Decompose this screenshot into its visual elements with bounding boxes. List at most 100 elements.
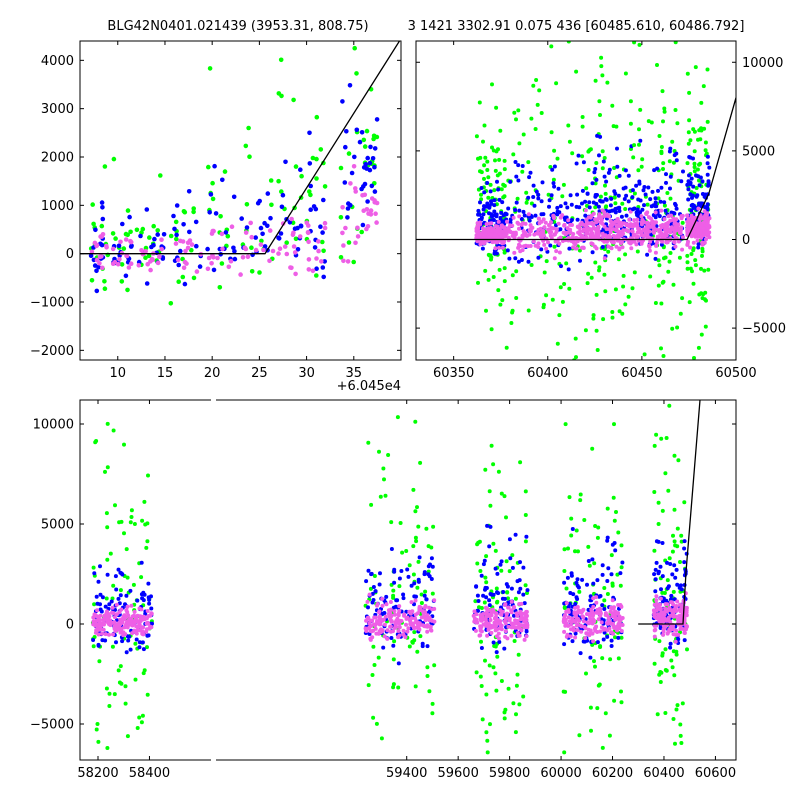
data-point-green (599, 64, 604, 69)
data-point-pink (702, 240, 707, 245)
data-point-blue (539, 212, 544, 217)
data-point-blue (566, 267, 571, 272)
x-tick-label: 25 (251, 366, 268, 381)
data-point-green (655, 63, 659, 67)
data-point-green (496, 147, 500, 152)
data-point-green (602, 598, 607, 603)
data-point-green (376, 655, 381, 660)
data-point-green (630, 286, 635, 291)
data-point-green (696, 137, 700, 142)
data-point-pink (112, 615, 117, 620)
data-point-green (415, 585, 420, 590)
data-point-pink (690, 231, 695, 236)
data-point-blue (118, 593, 123, 598)
data-point-pink (405, 629, 410, 634)
data-point-blue (563, 215, 567, 220)
data-point-blue (114, 640, 118, 645)
data-point-green (110, 231, 116, 236)
data-point-pink (673, 244, 678, 249)
data-point-green (479, 684, 484, 688)
data-point-pink (575, 616, 579, 621)
data-point-green (549, 130, 554, 135)
data-point-pink (240, 254, 246, 260)
data-point-green (425, 674, 430, 678)
data-point-pink (661, 232, 665, 237)
data-point-green (400, 550, 405, 555)
data-point-pink (602, 224, 607, 229)
data-point-green (485, 750, 490, 755)
data-point-blue (619, 214, 624, 219)
data-point-blue (394, 598, 399, 603)
data-point-blue (212, 163, 217, 169)
data-point-green (483, 467, 488, 472)
data-point-blue (558, 227, 563, 232)
data-point-green (649, 120, 654, 125)
data-point-green (143, 255, 148, 260)
data-point-green (562, 547, 567, 552)
data-point-green (142, 499, 147, 504)
data-point-green (623, 71, 628, 76)
data-point-green (687, 118, 692, 123)
data-point-green (483, 268, 488, 273)
data-point-green (478, 569, 483, 573)
data-point-pink (578, 610, 583, 615)
data-point-green (155, 228, 160, 233)
data-point-pink (149, 625, 154, 630)
data-point-green (499, 679, 504, 683)
data-point-pink (115, 628, 119, 632)
data-point-blue (569, 573, 574, 578)
data-point-pink (505, 636, 510, 641)
data-point-pink (577, 226, 582, 231)
data-point-pink (632, 239, 637, 244)
panel-top-left: 10 15 20 25 30 35−2000−100001000200030004000+… (30, 40, 402, 394)
data-point-green (104, 686, 109, 691)
data-point-green (699, 332, 704, 337)
data-point-green (217, 285, 223, 290)
data-point-pink (136, 263, 142, 268)
data-point-blue (672, 153, 677, 158)
data-point-blue (292, 226, 298, 231)
data-point-blue (118, 570, 123, 575)
data-point-green (526, 308, 531, 313)
data-point-blue (670, 572, 675, 577)
data-point-pink (506, 624, 511, 629)
data-point-green (397, 584, 402, 589)
data-point-green (314, 156, 319, 162)
data-point-green (664, 436, 669, 440)
data-point-pink (238, 272, 243, 277)
data-point-green (577, 248, 582, 253)
data-point-blue (347, 83, 353, 88)
data-point-blue (662, 200, 667, 205)
data-point-pink (596, 617, 601, 622)
x-tick-label: 60000 (540, 766, 581, 781)
data-point-green (513, 596, 518, 601)
data-point-blue (674, 206, 679, 211)
data-point-green (244, 202, 250, 207)
data-point-pink (507, 618, 512, 623)
data-point-pink (228, 258, 234, 264)
data-point-green (702, 126, 707, 131)
data-point-blue (492, 213, 497, 218)
data-point-blue (105, 572, 110, 577)
data-point-blue (88, 253, 94, 258)
y-tick-label: −5000 (742, 322, 786, 337)
data-point-blue (673, 575, 678, 580)
data-point-green (621, 284, 626, 289)
data-point-pink (619, 629, 624, 633)
data-point-green (102, 279, 107, 284)
data-point-pink (654, 601, 659, 606)
data-point-blue (397, 576, 402, 581)
data-point-green (293, 236, 299, 242)
data-point-blue (378, 571, 382, 576)
data-point-blue (491, 592, 496, 597)
data-point-pink (563, 232, 568, 237)
data-point-blue (126, 638, 131, 643)
data-point-blue (657, 214, 662, 219)
y-tick-label: 10000 (33, 418, 74, 433)
data-point-blue (500, 219, 504, 224)
data-point-blue (295, 247, 301, 252)
data-point-pink (531, 239, 536, 244)
data-point-pink (588, 614, 592, 619)
data-point-green (354, 71, 359, 76)
data-point-green (652, 443, 657, 448)
